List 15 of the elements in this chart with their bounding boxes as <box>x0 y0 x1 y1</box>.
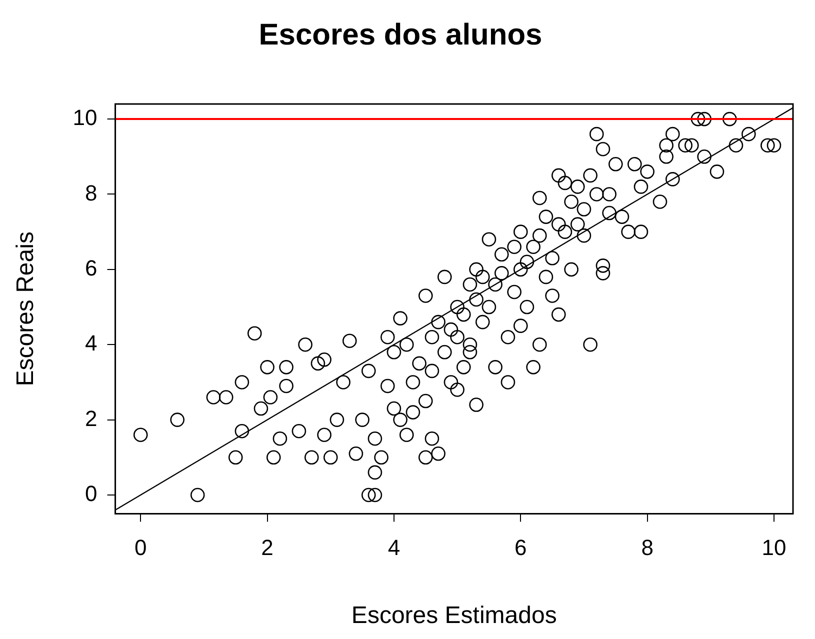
y-tick-label: 10 <box>72 105 98 130</box>
x-tick-label: 8 <box>641 535 654 560</box>
chart-title: Escores dos alunos <box>258 18 542 52</box>
y-axis-title: Escores Reais <box>12 232 40 386</box>
y-tick-label: 2 <box>85 406 98 431</box>
x-axis-title: Escores Estimados <box>351 602 557 630</box>
x-tick-label: 10 <box>762 535 786 560</box>
x-tick-label: 4 <box>388 535 400 560</box>
y-tick-label: 8 <box>85 180 98 206</box>
x-tick-label: 2 <box>261 535 274 560</box>
x-tick-label: 6 <box>514 535 527 560</box>
y-tick-label: 4 <box>85 330 98 356</box>
y-tick-label: 6 <box>85 255 98 280</box>
y-tick-label: 0 <box>85 481 98 506</box>
x-tick-label: 0 <box>134 535 147 560</box>
